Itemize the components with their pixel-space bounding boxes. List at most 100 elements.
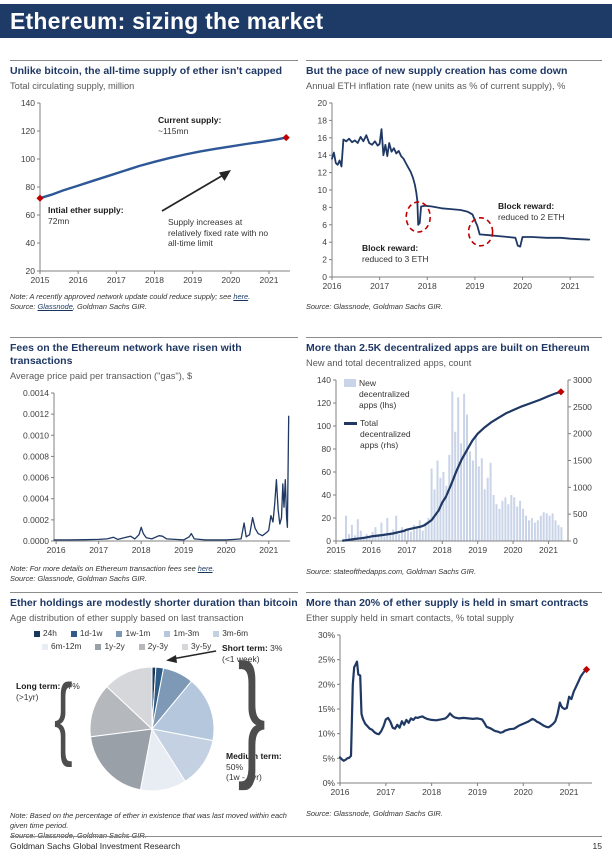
legend-label: New decentralized apps (lhs) bbox=[359, 378, 410, 410]
svg-text:0: 0 bbox=[573, 536, 578, 546]
svg-text:4: 4 bbox=[322, 237, 327, 247]
legend-item-6m-12m: 6m-12m bbox=[42, 640, 81, 653]
legend-label: 24h bbox=[43, 628, 57, 638]
source-text: Source: Glassnode, Goldman Sachs GIR. bbox=[10, 831, 147, 840]
svg-text:1500: 1500 bbox=[573, 456, 592, 466]
svg-text:2019: 2019 bbox=[183, 275, 202, 285]
chart-subtitle: Annual ETH inflation rate (new units as … bbox=[306, 81, 566, 91]
svg-text:40: 40 bbox=[322, 490, 332, 500]
short-term-annotation: Short term: 3% (<1 week) bbox=[222, 643, 283, 664]
supply-chart: 20 40 60 80 100 120 140 2015 2016 2017 2018 2019 202… bbox=[10, 95, 298, 287]
initial-supply-annotation: Intial ether supply: 72mn bbox=[48, 205, 124, 226]
svg-text:10: 10 bbox=[318, 185, 328, 195]
page-footer: Goldman Sachs Global Investment Research… bbox=[10, 836, 602, 851]
line-swatch bbox=[344, 422, 357, 425]
source-text: Source: Glassnode, Goldman Sachs GIR. bbox=[10, 574, 147, 583]
legend-label: 1w-1m bbox=[125, 628, 151, 638]
svg-text:80: 80 bbox=[26, 182, 36, 192]
supply-note-link[interactable]: here bbox=[233, 292, 249, 301]
chart-title: But the pace of new supply creation has … bbox=[306, 65, 568, 77]
source-text: Source: stateofthedapps.com, Goldman Sac… bbox=[306, 567, 477, 576]
section-divider bbox=[10, 592, 298, 593]
svg-text:0.0010: 0.0010 bbox=[23, 430, 49, 440]
chart-title: More than 2.5K decentralized apps are bu… bbox=[306, 342, 590, 354]
svg-text:40: 40 bbox=[26, 238, 36, 248]
age-note: Note: Based on the percentage of ether i… bbox=[10, 811, 298, 841]
page-number: 15 bbox=[592, 841, 602, 851]
svg-text:0.0006: 0.0006 bbox=[23, 473, 49, 483]
chart-subtitle: New and total decentralized apps, count bbox=[306, 358, 472, 368]
svg-text:30%: 30% bbox=[318, 630, 335, 640]
age-pie-canvas bbox=[89, 666, 215, 792]
svg-text:20%: 20% bbox=[318, 679, 335, 689]
legend-swatch bbox=[70, 630, 77, 637]
legend-label: 2y-3y bbox=[147, 641, 169, 651]
legend-swatch bbox=[213, 630, 220, 637]
svg-text:2016: 2016 bbox=[331, 787, 350, 797]
svg-text:2018: 2018 bbox=[132, 545, 151, 555]
svg-text:0.0012: 0.0012 bbox=[23, 409, 49, 419]
svg-text:18: 18 bbox=[318, 115, 328, 125]
long-term-annotation: Long term: 47% (>1yr) bbox=[16, 681, 80, 702]
svg-text:2019: 2019 bbox=[465, 281, 484, 291]
svg-text:2021: 2021 bbox=[260, 275, 279, 285]
fees-note-link[interactable]: here bbox=[197, 564, 213, 573]
chart-title: Unlike bitcoin, the all-time supply of e… bbox=[10, 65, 283, 77]
svg-text:2018: 2018 bbox=[422, 787, 441, 797]
svg-text:20: 20 bbox=[26, 266, 36, 276]
svg-text:2015: 2015 bbox=[327, 545, 346, 555]
pie-legend-row1: 24h 1d-1w 1w-1m 1m-3m 3m-6m bbox=[34, 627, 298, 640]
dapps-chart: 0 20 40 60 80 100 120 140 0 500 1000 1500 2000 2500 30… bbox=[306, 372, 602, 557]
svg-text:0: 0 bbox=[322, 272, 327, 282]
svg-text:2017: 2017 bbox=[370, 281, 389, 291]
chart-subtitle: Average price paid per transaction ("gas… bbox=[10, 371, 193, 381]
legend-item-3y-5y: 3y-5y bbox=[182, 640, 211, 653]
legend-total-dapps: Total decentralized apps (rhs) bbox=[344, 418, 424, 451]
contracts-canvas: 0% 5% 10% 15% 20% 25% 30% 2016 2017 2018 2019 2020 2… bbox=[318, 630, 592, 797]
svg-text:16: 16 bbox=[318, 133, 328, 143]
contracts-chart: 0% 5% 10% 15% 20% 25% 30% 2016 2017 2018 2019 2020 2… bbox=[306, 627, 602, 799]
supply-source-link[interactable]: Glassnode bbox=[37, 302, 73, 311]
pie-legend-row2: 6m-12m 1y-2y 2y-3y 3y-5y bbox=[42, 640, 298, 653]
svg-text:100: 100 bbox=[21, 154, 35, 164]
legend-item-1w-1m: 1w-1m bbox=[116, 627, 150, 640]
svg-text:60: 60 bbox=[322, 467, 332, 477]
svg-text:2020: 2020 bbox=[217, 545, 236, 555]
legend-label: Total decentralized apps (rhs) bbox=[360, 418, 411, 450]
svg-text:2019: 2019 bbox=[174, 545, 193, 555]
page-title: Ethereum: sizing the market bbox=[0, 4, 612, 38]
legend-label: 1m-3m bbox=[173, 628, 200, 638]
chart-subtitle: Total circulating supply, million bbox=[10, 81, 135, 91]
svg-text:0.0002: 0.0002 bbox=[23, 515, 49, 525]
inflation-section: But the pace of new supply creation has … bbox=[306, 60, 602, 332]
legend-item-2y-3y: 2y-3y bbox=[138, 640, 169, 653]
svg-text:14: 14 bbox=[318, 150, 328, 160]
legend-item-1d-1w: 1d-1w bbox=[70, 627, 102, 640]
svg-text:2020: 2020 bbox=[504, 545, 523, 555]
svg-text:2015: 2015 bbox=[31, 275, 50, 285]
dapps-source: Source: stateofthedapps.com, Goldman Sac… bbox=[306, 567, 602, 577]
legend-item-3m-6m: 3m-6m bbox=[213, 627, 248, 640]
block-reward-3-annotation: Block reward: reduced to 3 ETH bbox=[362, 243, 429, 264]
svg-text:0.0014: 0.0014 bbox=[23, 388, 49, 398]
fees-section: Fees on the Ethereum network have risen … bbox=[10, 337, 298, 587]
legend-label: 3m-6m bbox=[222, 628, 249, 638]
fees-note: Note: For more details on Ethereum trans… bbox=[10, 564, 298, 584]
section-divider bbox=[306, 592, 602, 593]
svg-text:2: 2 bbox=[322, 255, 327, 265]
legend-new-dapps: New decentralized apps (lhs) bbox=[344, 378, 423, 411]
svg-text:20: 20 bbox=[322, 513, 332, 523]
age-pie-area: Short term: 3% (<1 week) Long term: 47% … bbox=[10, 643, 298, 805]
svg-text:10%: 10% bbox=[318, 729, 335, 739]
svg-text:0.0000: 0.0000 bbox=[23, 536, 49, 546]
svg-text:5%: 5% bbox=[323, 753, 336, 763]
legend-swatch bbox=[116, 630, 123, 637]
svg-text:140: 140 bbox=[317, 375, 331, 385]
svg-text:2000: 2000 bbox=[573, 429, 592, 439]
svg-text:3000: 3000 bbox=[573, 375, 592, 385]
contracts-source: Source: Glassnode, Goldman Sachs GIR. bbox=[306, 809, 602, 819]
inflation-canvas: 0 2 4 6 8 10 12 14 16 18 20 2016 2017 2018 2019 2020 202… bbox=[318, 98, 594, 291]
svg-text:2019: 2019 bbox=[468, 545, 487, 555]
svg-text:2017: 2017 bbox=[376, 787, 395, 797]
